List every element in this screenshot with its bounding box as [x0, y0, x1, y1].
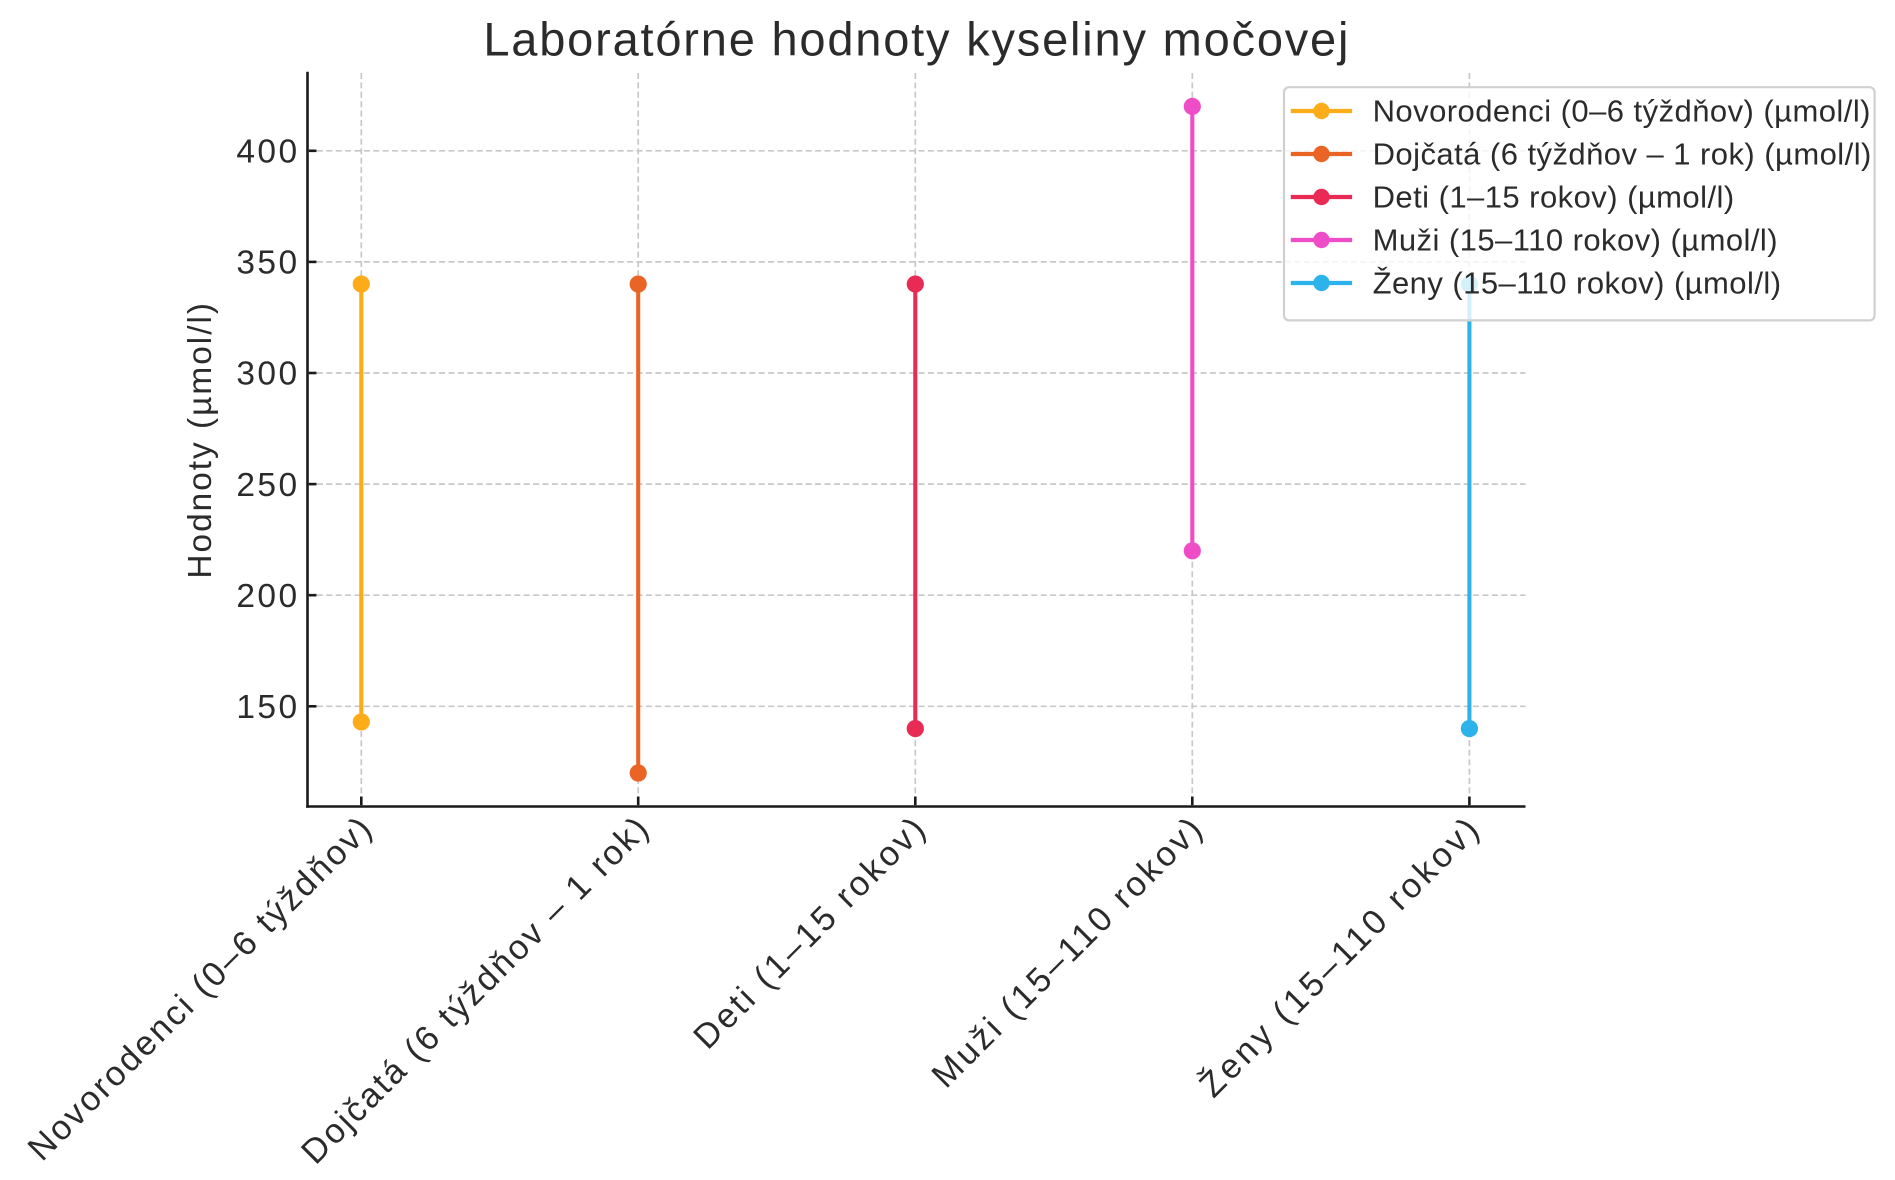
svg-text:Laboratórne hodnoty kyseliny m: Laboratórne hodnoty kyseliny močovej	[483, 13, 1350, 66]
svg-text:200: 200	[236, 578, 299, 615]
svg-text:300: 300	[236, 356, 299, 393]
svg-text:250: 250	[236, 467, 299, 504]
svg-text:Muži (15–110 rokov) (µmol/l): Muži (15–110 rokov) (µmol/l)	[1373, 223, 1778, 258]
svg-text:Deti (1–15 rokov) (µmol/l): Deti (1–15 rokov) (µmol/l)	[1373, 180, 1735, 215]
svg-text:150: 150	[236, 689, 299, 726]
svg-text:Novorodenci (0–6 týždňov) (µmo: Novorodenci (0–6 týždňov) (µmol/l)	[1373, 94, 1871, 129]
svg-text:400: 400	[236, 134, 299, 171]
svg-text:Hodnoty (µmol/l): Hodnoty (µmol/l)	[182, 301, 219, 579]
svg-text:Ženy (15–110 rokov) (µmol/l): Ženy (15–110 rokov) (µmol/l)	[1373, 266, 1782, 301]
svg-text:Dojčatá (6 týždňov – 1 rok) (µ: Dojčatá (6 týždňov – 1 rok) (µmol/l)	[1373, 137, 1872, 172]
svg-text:350: 350	[236, 245, 299, 282]
